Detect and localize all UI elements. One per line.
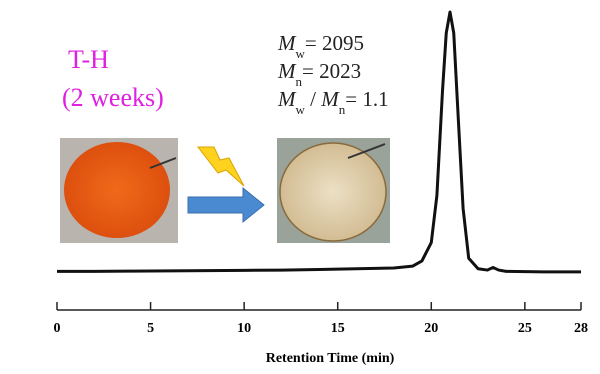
stat-part: = 1.1	[345, 87, 388, 111]
x-tick-label: 10	[237, 321, 251, 336]
stat-part: M	[277, 87, 297, 111]
stat-part: M	[277, 31, 297, 55]
stat-label: Mn= 2023	[277, 59, 361, 89]
stat-label: Mw= 2095	[277, 31, 364, 61]
stat-part: /	[305, 87, 321, 111]
x-axis-label: Retention Time (min)	[266, 351, 395, 366]
lightning-icon	[198, 147, 244, 186]
x-tick-label: 28	[574, 321, 588, 336]
stat-part: = 2095	[305, 31, 364, 55]
x-tick-label: 20	[424, 321, 438, 336]
x-tick-label: 0	[54, 321, 61, 336]
sample-label: T-H	[68, 45, 109, 74]
stat-part: M	[277, 59, 297, 83]
x-tick-label: 5	[147, 321, 154, 336]
duration-label: (2 weeks)	[62, 83, 164, 112]
x-tick-label: 25	[518, 321, 532, 336]
arrow-icon	[188, 188, 264, 222]
photo-after	[277, 138, 390, 243]
chart: Retention Time (min) 0 5 10 15 20 25 28 T-H (2 w…	[0, 0, 600, 374]
stat-part: M	[320, 87, 340, 111]
x-tick-label: 15	[331, 321, 345, 336]
stat-label: Mw / Mn= 1.1	[277, 87, 389, 117]
photo-before	[60, 138, 178, 243]
stat-part: = 2023	[302, 59, 361, 83]
